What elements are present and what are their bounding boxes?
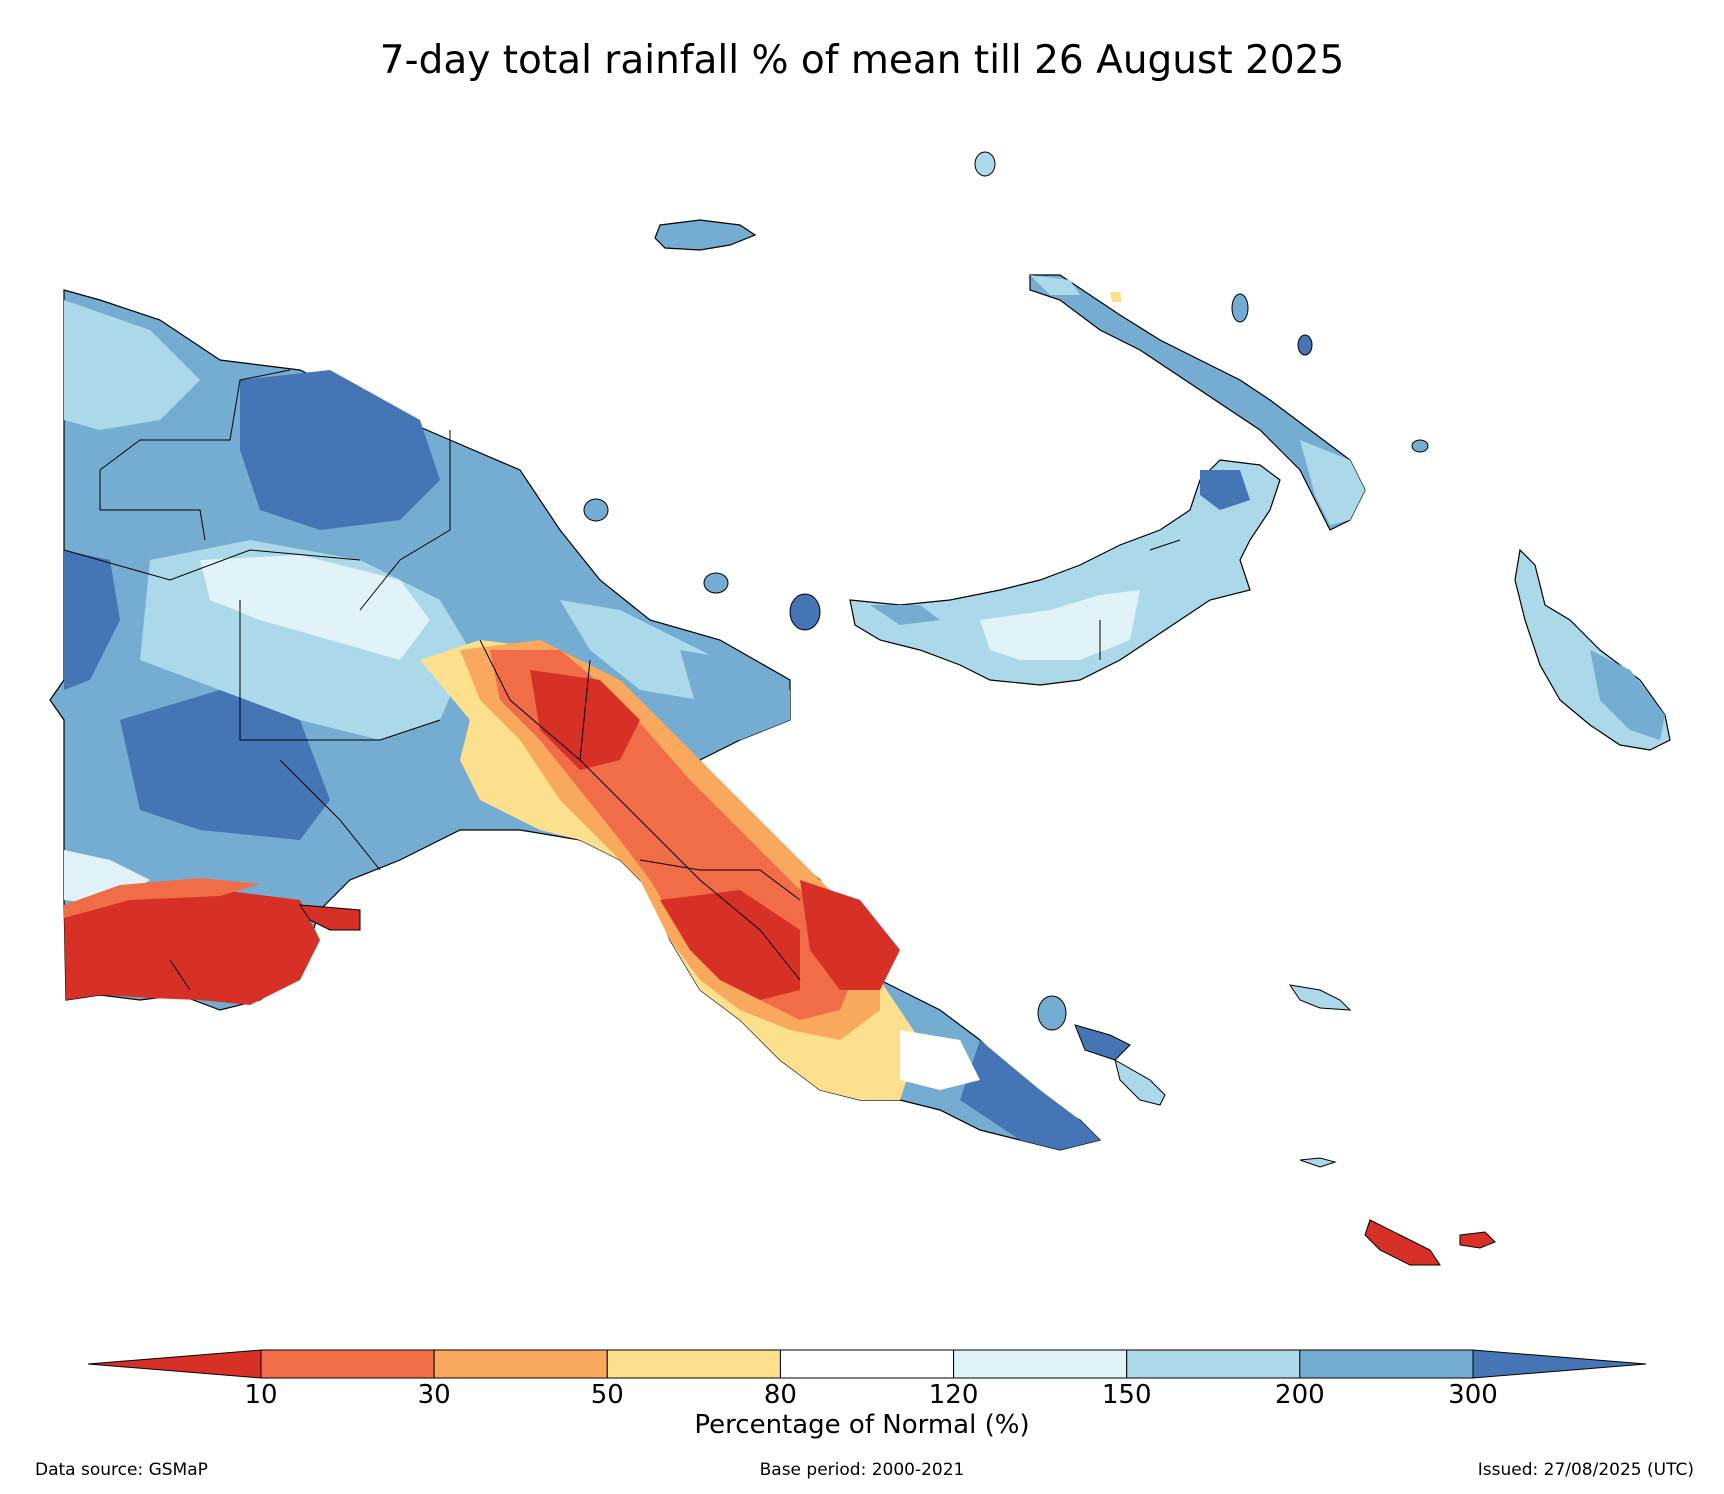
colorbar-cell <box>953 1349 1128 1379</box>
base-period: Base period: 2000-2021 <box>759 1460 965 1480</box>
map-title: 7-day total rainfall % of mean till 26 A… <box>379 38 1345 83</box>
colorbar-tick-label: 150 <box>1101 1380 1152 1410</box>
new-britain <box>849 459 1281 686</box>
issued-date: Issued: 27/08/2025 (UTC) <box>1477 1460 1694 1480</box>
colorbar-label: Percentage of Normal (%) <box>694 1410 1030 1440</box>
colorbar-cell <box>1126 1349 1301 1379</box>
colorbar-extend-low <box>87 1349 262 1379</box>
colorbar-tick-label: 10 <box>244 1380 278 1410</box>
colorbar-tick-label: 30 <box>417 1380 451 1410</box>
small-islands <box>299 151 1496 1266</box>
colorbar-cell <box>606 1349 781 1379</box>
mainland <box>49 289 1102 1151</box>
bougainville <box>1514 548 1671 751</box>
colorbar <box>87 1349 1647 1379</box>
colorbar-tick-label: 300 <box>1448 1380 1498 1410</box>
colorbar-tick-label: 120 <box>928 1380 979 1410</box>
colorbar-extend-high <box>1472 1349 1647 1379</box>
rainfall-map <box>49 151 1671 1266</box>
manus-island <box>654 219 757 251</box>
colorbar-tick-label: 200 <box>1275 1380 1325 1410</box>
colorbar-cell <box>1299 1349 1474 1379</box>
data-source: Data source: GSMaP <box>35 1460 208 1480</box>
new-ireland <box>1029 274 1366 531</box>
colorbar-cell <box>260 1349 435 1379</box>
colorbar-cell <box>779 1349 955 1379</box>
colorbar-cell <box>433 1349 608 1379</box>
colorbar-tick-label: 50 <box>590 1380 624 1410</box>
colorbar-tick-label: 80 <box>763 1380 797 1410</box>
